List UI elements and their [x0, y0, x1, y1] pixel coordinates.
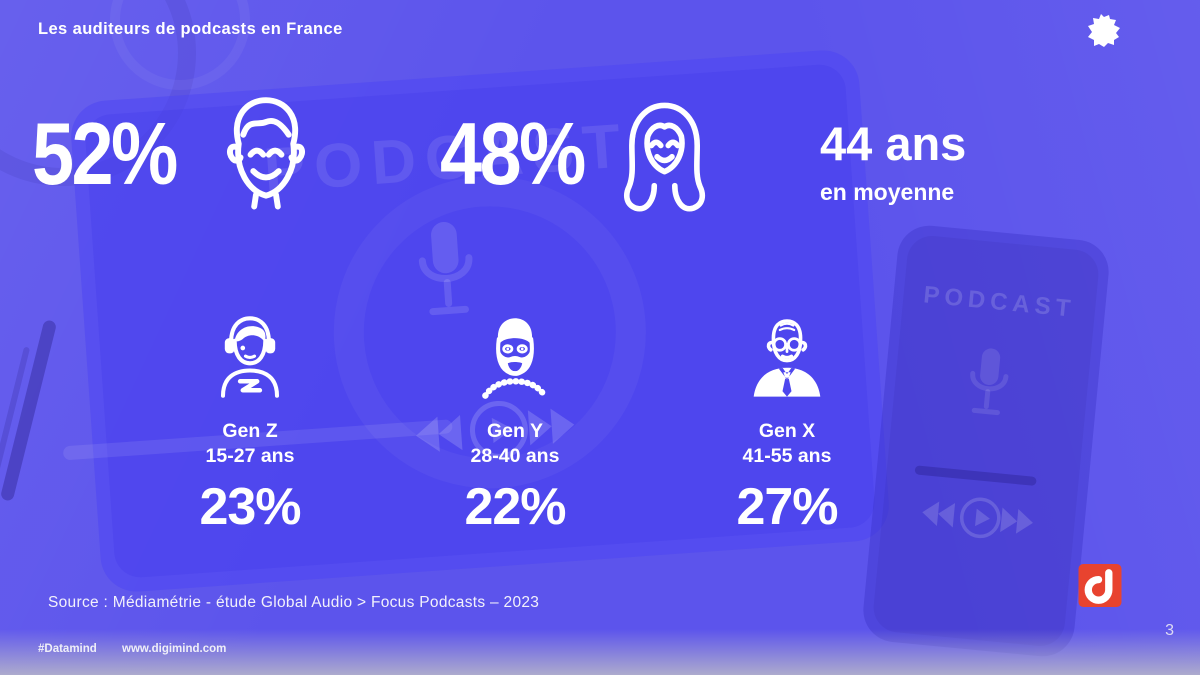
generation-name: Gen X — [758, 420, 816, 442]
microphone-icon — [418, 221, 473, 316]
generation-name: Gen Z — [222, 420, 278, 442]
france-map-icon — [1088, 14, 1120, 47]
generation-name: Gen Y — [487, 420, 543, 442]
generation-card-gen-x: Gen X 41-55 ans 27% — [672, 312, 902, 533]
generation-share-value: 23% — [199, 477, 301, 536]
average-age-block: 44 ans en moyenne — [820, 120, 966, 206]
average-age-value: 44 ans — [820, 117, 967, 170]
average-age-caption: en moyenne — [820, 179, 955, 205]
microphone-icon — [970, 348, 1009, 416]
generation-age-range: 28-40 ans — [470, 445, 560, 468]
tablet-mockup: PODCAST — [62, 48, 892, 594]
page-number: 3 — [1165, 622, 1174, 639]
female-share-value: 48% — [440, 104, 586, 203]
digimind-logo — [1078, 564, 1122, 607]
phone-mockup: PODCAST — [860, 222, 1112, 660]
woman-face-icon — [623, 102, 706, 212]
footer-website: www.digimind.com — [122, 643, 227, 655]
man-face-icon — [226, 97, 306, 210]
generation-card-gen-y: Gen Y 28-40 ans 22% — [400, 312, 630, 533]
page-title: Les auditeurs de podcasts en France — [38, 20, 343, 38]
generation-share-value: 27% — [736, 477, 838, 536]
source-citation: Source : Médiamétrie - étude Global Audi… — [48, 594, 540, 611]
generation-age-range: 15-27 ans — [205, 445, 295, 468]
generation-age-range: 41-55 ans — [742, 445, 832, 468]
bottom-fade-gradient — [0, 629, 1200, 675]
generation-share-value: 22% — [464, 477, 566, 536]
player-controls-icon — [922, 497, 1033, 539]
male-share-value: 52% — [32, 104, 178, 203]
background-cup-shape — [110, 0, 250, 90]
generation-card-gen-z: Gen Z 15-27 ans 23% — [135, 312, 365, 533]
gen-x-listener-icon — [753, 319, 821, 397]
footer: #Datamind www.digimind.com — [38, 643, 226, 655]
player-controls-icon — [416, 400, 575, 459]
footer-hashtag: #Datamind — [38, 643, 97, 655]
gen-z-listener-icon — [220, 316, 280, 398]
gen-y-listener-icon — [482, 318, 548, 399]
